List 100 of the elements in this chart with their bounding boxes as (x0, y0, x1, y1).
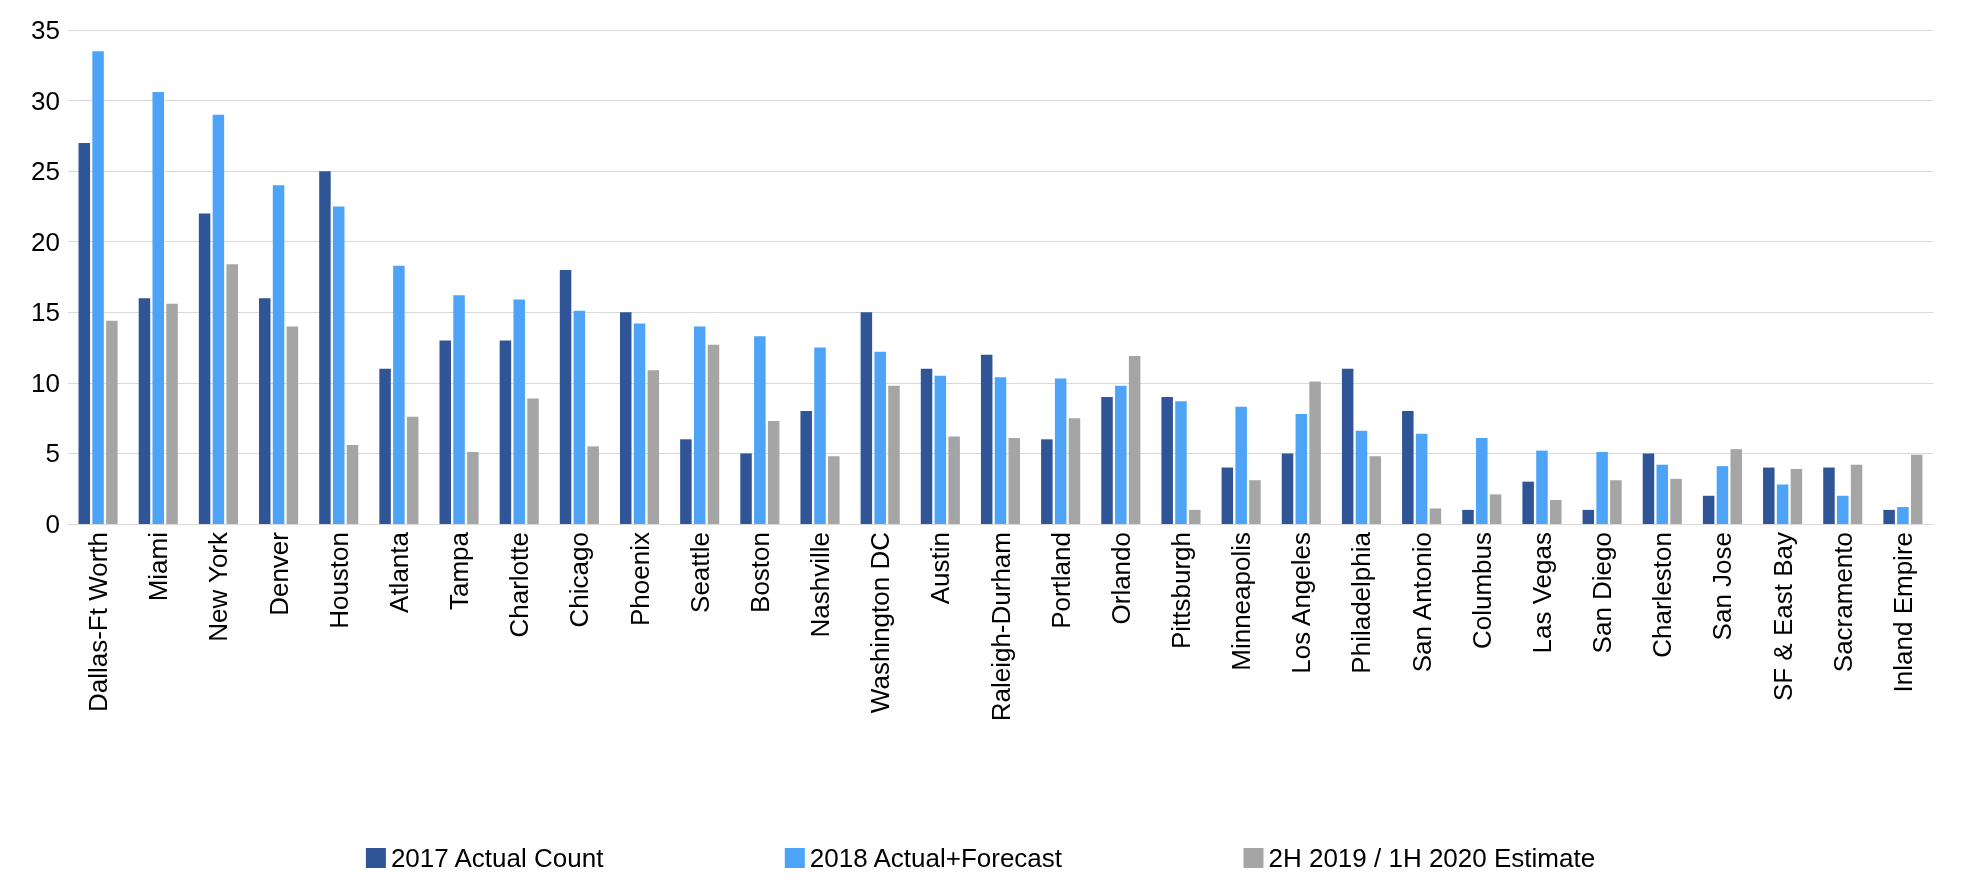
bar (1776, 484, 1789, 524)
bar (467, 452, 479, 524)
bar (92, 51, 104, 524)
bar (332, 206, 345, 524)
bar (152, 92, 164, 524)
bar (226, 264, 238, 524)
x-tick-label: Charleston (1647, 532, 1678, 658)
bar (138, 298, 151, 524)
bar (1522, 481, 1534, 524)
y-tick-label: 10 (31, 367, 60, 398)
bar (948, 436, 960, 524)
bar (1582, 509, 1595, 524)
y-tick-label: 0 (45, 509, 60, 539)
bar (286, 326, 299, 524)
bar (1101, 396, 1113, 524)
x-tick-label: Phoenix (624, 532, 655, 626)
bar (888, 385, 900, 524)
bar (619, 312, 632, 524)
bar (1068, 418, 1081, 524)
bar (166, 303, 178, 524)
y-tick-label: 30 (31, 85, 60, 116)
bar (78, 142, 91, 524)
legend-label: 2018 Actual+Forecast (809, 843, 1063, 873)
x-tick-label: Chicago (564, 532, 595, 628)
bar (1897, 507, 1909, 524)
x-tick-label: New York (203, 531, 234, 642)
y-tick-label: 5 (45, 438, 60, 469)
bar (212, 114, 225, 524)
bar (1402, 411, 1414, 524)
legend-label: 2017 Actual Count (390, 843, 605, 873)
x-tick-label: Inland Empire (1887, 532, 1918, 693)
y-tick-label: 35 (31, 15, 60, 45)
bar (1309, 381, 1321, 524)
bar (573, 310, 586, 524)
bar (1596, 452, 1608, 524)
bar (1429, 508, 1442, 524)
x-tick-label: San Diego (1587, 532, 1618, 654)
x-tick-label: Minneapolis (1226, 532, 1257, 671)
bar (754, 336, 766, 524)
bar (680, 439, 692, 524)
bar (1295, 413, 1308, 524)
bar (272, 185, 285, 524)
x-tick-label: Seattle (684, 532, 715, 613)
bar (527, 398, 539, 524)
bar (1716, 466, 1729, 524)
bar (1730, 449, 1742, 524)
bar (453, 295, 465, 524)
y-tick-label: 20 (31, 226, 60, 257)
bar (1189, 509, 1201, 524)
x-tick-label: Boston (744, 532, 775, 613)
bar (1221, 467, 1234, 524)
bar (1837, 495, 1849, 524)
bar (860, 312, 873, 524)
bar (828, 456, 840, 524)
bar (994, 377, 1007, 524)
bar (406, 416, 419, 524)
bar (920, 368, 933, 524)
bar (934, 375, 947, 524)
x-tick-label: Philadelphia (1346, 531, 1377, 674)
x-tick-label: Miami (143, 532, 174, 602)
x-tick-label: San Antonio (1406, 532, 1437, 673)
x-tick-label: Washington DC (865, 532, 896, 714)
bar (1462, 509, 1474, 524)
bar (319, 171, 331, 524)
x-tick-label: Austin (925, 532, 956, 605)
x-tick-label: Charlotte (504, 532, 535, 638)
bar (1476, 437, 1488, 524)
x-tick-label: Dallas-Ft Worth (83, 532, 114, 713)
bar (1115, 385, 1127, 524)
bar (1281, 453, 1294, 524)
x-tick-label: Pittsburgh (1165, 532, 1196, 650)
bar (1235, 406, 1247, 524)
bar (106, 320, 118, 524)
bar (707, 344, 720, 524)
bar (1341, 368, 1354, 524)
bar (980, 354, 993, 524)
bar (740, 453, 752, 524)
bar (198, 213, 211, 524)
bar (1656, 464, 1669, 524)
x-tick-label: Denver (263, 531, 294, 616)
x-tick-label: Portland (1045, 532, 1076, 629)
bar (559, 269, 572, 524)
bar (1823, 467, 1835, 524)
bar (1610, 480, 1622, 524)
y-tick-label: 15 (31, 297, 60, 328)
x-tick-label: Las Vegas (1526, 532, 1557, 654)
bar (513, 299, 525, 524)
bar (1355, 430, 1368, 524)
x-tick-label: Nashville (805, 532, 836, 638)
bar (1883, 509, 1895, 524)
x-tick-label: Orlando (1105, 532, 1136, 625)
x-tick-label: Sacramento (1827, 532, 1858, 673)
bar (1369, 456, 1382, 524)
bar (439, 340, 451, 524)
bar (1702, 495, 1715, 524)
bar (693, 326, 706, 524)
bar (259, 298, 271, 524)
x-tick-label: Atlanta (383, 531, 414, 613)
bar (647, 370, 660, 524)
x-tick-label: Raleigh-Durham (985, 532, 1016, 722)
